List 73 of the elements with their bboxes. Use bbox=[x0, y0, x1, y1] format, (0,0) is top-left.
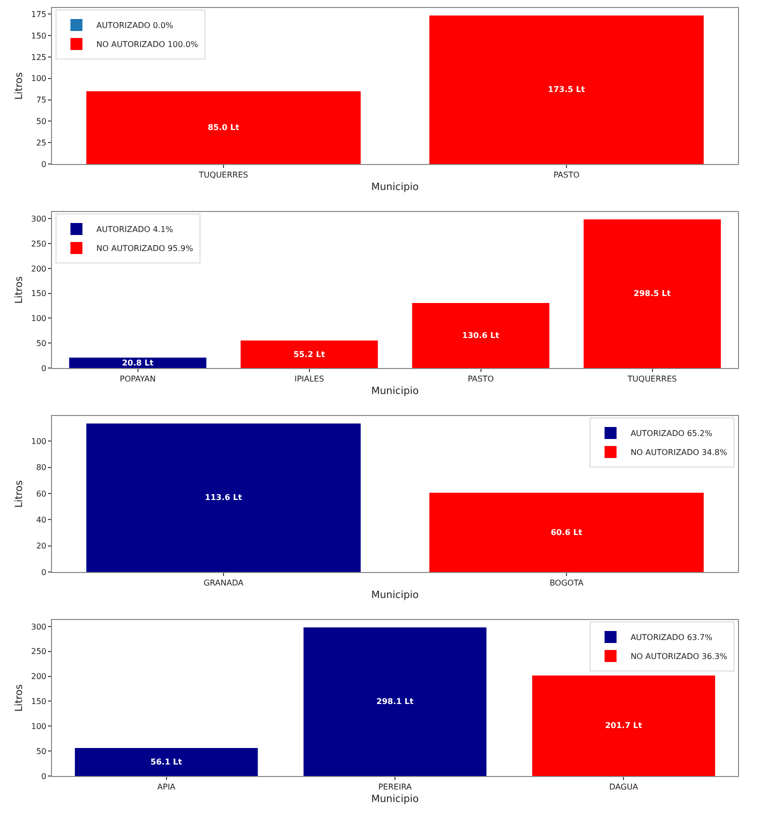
legend-label: NO AUTORIZADO 34.8% bbox=[630, 448, 728, 458]
data-label: 298.1 Lt bbox=[376, 697, 414, 706]
y-tick-label: 0 bbox=[41, 364, 46, 373]
data-label: 85.0 Lt bbox=[208, 123, 240, 132]
y-axis-title: Litros bbox=[14, 72, 26, 100]
data-label: 55.2 Lt bbox=[293, 350, 326, 359]
bar bbox=[304, 627, 486, 776]
x-tick-label: POPAYAN bbox=[120, 374, 156, 384]
legend-label: NO AUTORIZADO 100.0% bbox=[96, 40, 199, 50]
legend-label: AUTORIZADO 4.1% bbox=[96, 225, 174, 234]
y-tick-label: 150 bbox=[31, 31, 46, 40]
y-tick-label: 175 bbox=[31, 10, 46, 19]
y-axis-title: Litros bbox=[14, 276, 26, 304]
bar bbox=[532, 675, 716, 776]
y-tick-label: 75 bbox=[36, 96, 46, 105]
x-tick-label: PASTO bbox=[468, 374, 494, 384]
y-tick-label: 100 bbox=[31, 74, 46, 84]
data-label: 113.6 Lt bbox=[204, 493, 242, 502]
legend-label: NO AUTORIZADO 36.3% bbox=[630, 652, 728, 662]
y-axis-title: Litros bbox=[14, 480, 26, 508]
y-tick-label: 60 bbox=[36, 489, 46, 498]
y-tick-label: 200 bbox=[31, 264, 46, 274]
y-tick-label: 0 bbox=[41, 568, 46, 577]
y-tick-label: 40 bbox=[36, 515, 46, 524]
x-tick-label: TUQUERRES bbox=[198, 170, 248, 180]
legend-label: NO AUTORIZADO 95.9% bbox=[96, 244, 194, 254]
y-tick-label: 50 bbox=[36, 746, 46, 756]
x-tick-label: DAGUA bbox=[609, 782, 639, 792]
y-tick-label: 100 bbox=[31, 314, 46, 324]
y-tick-label: 100 bbox=[31, 437, 46, 446]
x-axis-title: Municipio bbox=[371, 590, 419, 602]
x-axis-title: Municipio bbox=[371, 182, 419, 194]
y-tick-label: 250 bbox=[31, 647, 46, 656]
y-tick-label: 250 bbox=[31, 239, 46, 248]
data-label: 60.6 Lt bbox=[550, 528, 582, 537]
y-tick-label: 25 bbox=[36, 138, 46, 148]
data-label: 201.7 Lt bbox=[605, 721, 642, 730]
x-tick-label: GRANADA bbox=[204, 578, 244, 588]
x-tick-label: IPIALES bbox=[294, 374, 324, 384]
y-tick-label: 0 bbox=[41, 772, 46, 781]
bar bbox=[584, 219, 721, 368]
bar bbox=[240, 340, 378, 368]
data-label: 173.5 Lt bbox=[548, 85, 586, 94]
bar bbox=[412, 302, 550, 368]
y-tick-label: 150 bbox=[31, 289, 46, 298]
y-axis-title: Litros bbox=[14, 684, 26, 712]
x-tick-label: BOGOTA bbox=[550, 578, 584, 588]
y-tick-label: 150 bbox=[31, 697, 46, 706]
bar bbox=[69, 358, 206, 368]
x-tick-label: TUQUERRES bbox=[626, 374, 677, 384]
x-tick-label: APIA bbox=[157, 782, 176, 792]
x-axis-title: Municipio bbox=[371, 386, 419, 398]
y-tick-label: 50 bbox=[36, 116, 46, 126]
y-tick-label: 200 bbox=[31, 672, 46, 682]
y-tick-label: 80 bbox=[36, 463, 46, 472]
y-tick-label: 20 bbox=[36, 542, 46, 551]
legend-label: AUTORIZADO 0.0% bbox=[96, 21, 174, 30]
y-tick-label: 125 bbox=[31, 52, 46, 62]
legend-label: AUTORIZADO 65.2% bbox=[630, 429, 713, 438]
data-label: 56.1 Lt bbox=[150, 758, 182, 767]
legend-label: AUTORIZADO 63.7% bbox=[630, 633, 713, 642]
x-axis-title: Municipio bbox=[371, 794, 419, 806]
x-tick-label: PASTO bbox=[553, 170, 580, 180]
y-tick-label: 50 bbox=[36, 338, 46, 348]
y-tick-label: 300 bbox=[31, 214, 46, 224]
y-tick-label: 0 bbox=[41, 160, 46, 169]
data-label: 298.5 Lt bbox=[634, 289, 671, 298]
bar bbox=[74, 748, 258, 776]
y-tick-label: 100 bbox=[31, 722, 46, 731]
data-label: 20.8 Lt bbox=[122, 358, 154, 368]
x-tick-label: PEREIRA bbox=[378, 782, 412, 792]
data-label: 130.6 Lt bbox=[462, 330, 500, 340]
y-tick-label: 300 bbox=[31, 622, 46, 632]
